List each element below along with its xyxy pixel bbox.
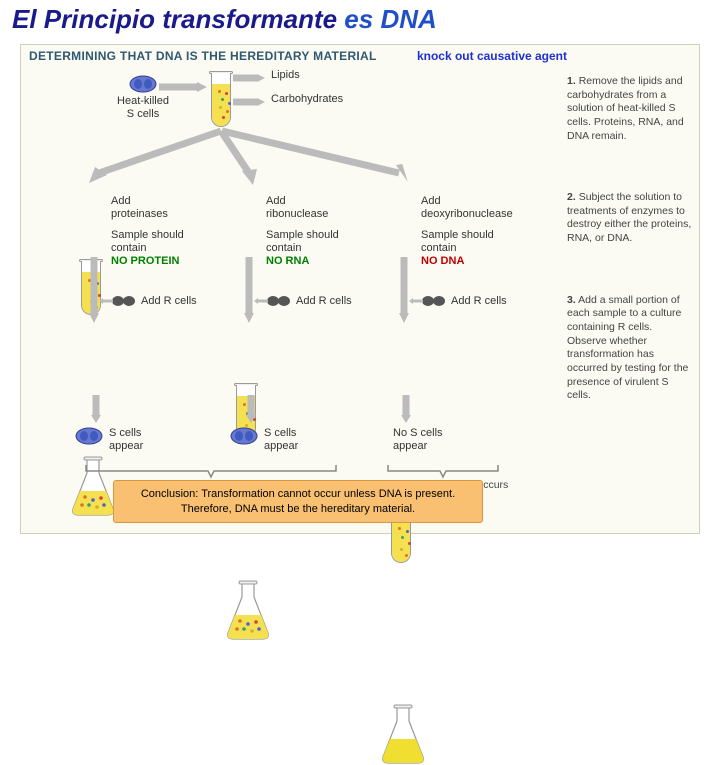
lipids-label: Lipids (271, 69, 300, 82)
path-0-result-label: S cells appear (109, 427, 143, 453)
branch-arrows (81, 131, 441, 191)
step-2-text: Subject the solution to treatments of en… (567, 191, 691, 244)
s-cell-label: Heat-killed S cells (103, 95, 183, 121)
page-title: El Principio transformante es DNA (0, 0, 720, 39)
path-1-flask (222, 579, 274, 641)
path-1-result-label: S cells appear (264, 427, 298, 453)
path-2-flask (377, 703, 429, 765)
step-2: 2. Subject the solution to treatments of… (567, 191, 693, 246)
diagram-header: DETERMINING THAT DNA IS THE HEREDITARY M… (29, 49, 377, 63)
path-2-rcells (421, 295, 447, 310)
top-tube (211, 67, 233, 129)
path-0-rcells-label: Add R cells (141, 295, 197, 308)
path-2-arrow-down (397, 257, 411, 327)
step-1-text: Remove the lipids and carbohydrates from… (567, 75, 684, 142)
path-0-rcell-arrow (99, 297, 113, 305)
carbs-arrow (233, 97, 267, 107)
path-2-result-label: No S cells appear (393, 427, 443, 453)
path-0-result-arrow (89, 395, 103, 425)
path-1-rcells-label: Add R cells (296, 295, 352, 308)
path-2-rcell-arrow (409, 297, 423, 305)
title-part2: es DNA (344, 4, 436, 34)
path-1-arrow-down (242, 257, 256, 327)
step-1: 1. Remove the lipids and carbohydrates f… (567, 75, 693, 143)
path-1-add-label: Add ribonuclease (266, 195, 328, 221)
carbs-label: Carbohydrates (271, 93, 343, 106)
path-1-sample-label: Sample should containNO RNA (266, 229, 339, 269)
arrow-scell-to-tube (159, 81, 209, 93)
path-1-result-arrow (244, 395, 258, 425)
top-tube-dots (216, 88, 226, 122)
path-2-result-arrow (399, 395, 413, 425)
path-0-sample-label: Sample should containNO PROTEIN (111, 229, 184, 269)
path-2-rcells-label: Add R cells (451, 295, 507, 308)
path-1-result-scell-icon (230, 427, 258, 448)
steps-panel: 1. Remove the lipids and carbohydrates f… (567, 75, 693, 451)
path-0-add-label: Add proteinases (111, 195, 168, 221)
conclusion-box: Conclusion: Transformation cannot occur … (113, 480, 483, 523)
s-cell-icon (129, 75, 157, 96)
path-0-arrow-down (87, 257, 101, 327)
knock-out-label: knock out causative agent (417, 49, 567, 63)
path-1-rcells (266, 295, 292, 310)
path-0-rcells (111, 295, 137, 310)
step-3-text: Add a small portion of each sample to a … (567, 294, 688, 401)
title-part1: El Principio transformante (12, 4, 344, 34)
path-2-sample-label: Sample should containNO DNA (421, 229, 494, 269)
diagram-panel: DETERMINING THAT DNA IS THE HEREDITARY M… (20, 44, 700, 534)
lipids-arrow (233, 73, 267, 83)
path-0-result-scell-icon (75, 427, 103, 448)
step-3: 3. Add a small portion of each sample to… (567, 294, 693, 403)
path-2-add-label: Add deoxyribonuclease (421, 195, 513, 221)
path-1-rcell-arrow (254, 297, 268, 305)
